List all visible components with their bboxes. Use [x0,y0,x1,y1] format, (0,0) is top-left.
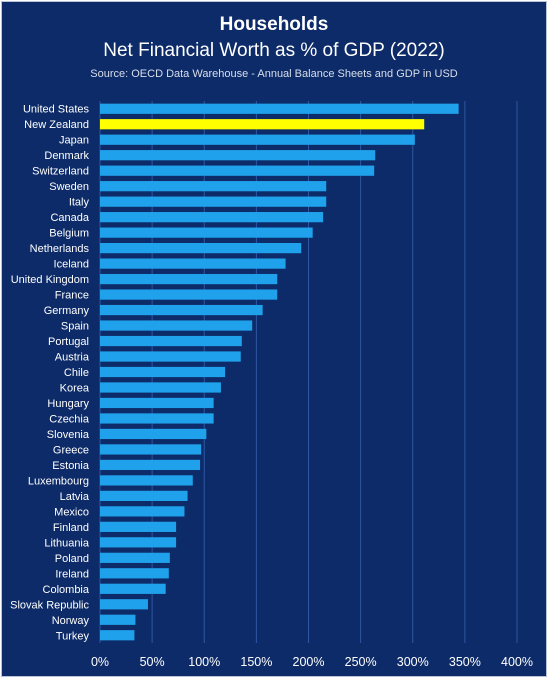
category-label: Iceland [54,259,89,271]
category-label: Portugal [48,336,89,348]
bar [100,521,177,532]
x-tick-label: 250% [345,655,377,669]
category-label: Poland [55,553,89,565]
bar [100,475,193,486]
bar [100,335,242,347]
chart-subtitle: Net Financial Worth as % of GDP (2022) [103,40,445,61]
category-label: Ireland [55,568,89,580]
bar [100,552,170,563]
category-label: Italy [69,197,90,209]
x-tick-label: 200% [293,655,325,669]
bar [100,351,241,362]
x-tick-label: 150% [240,655,272,669]
bar [100,382,221,393]
category-label: Switzerland [32,166,89,178]
category-label: Greece [53,444,89,456]
category-label: Czechia [49,413,90,425]
x-tick-label: 0% [91,655,109,669]
bar [100,583,166,594]
category-label: United Kingdom [11,274,89,286]
bar [100,490,188,501]
category-label: Denmark [44,150,89,162]
bar [100,366,226,378]
category-label: Hungary [47,398,89,410]
category-label: Latvia [60,491,90,503]
bar [100,428,207,440]
category-label: Chile [64,367,89,379]
bar [100,134,415,145]
bar [100,165,375,176]
bar [100,320,253,331]
category-label: Slovenia [47,429,90,441]
chart-source: Source: OECD Data Warehouse - Annual Bal… [90,68,458,80]
bar [100,444,202,455]
category-label: Canada [50,212,89,224]
category-label: Luxembourg [28,475,89,487]
category-label: Estonia [52,460,90,472]
bar [100,212,324,223]
category-label: France [55,290,89,302]
category-label: Slovak Republic [10,599,89,611]
bar [100,103,459,114]
bar [100,304,263,316]
category-label: Japan [59,135,89,147]
bar [100,397,214,409]
bar [100,413,214,424]
x-tick-label: 100% [188,655,220,669]
bar [100,196,327,207]
bar [100,289,278,300]
bar [100,227,313,238]
bar [100,181,327,192]
category-label: Finland [53,522,89,534]
category-label: Korea [60,382,90,394]
category-label: Lithuania [44,537,90,549]
category-label: Norway [52,615,90,627]
bar [100,273,278,285]
x-tick-label: 400% [501,655,533,669]
category-label: Netherlands [30,243,90,255]
category-label: New Zealand [24,119,89,131]
bar [100,599,148,610]
bar [100,537,177,548]
bar [100,258,286,269]
x-tick-label: 350% [449,655,481,669]
chart-title: Households [219,14,329,35]
bar [100,150,376,161]
category-label: United States [23,104,90,116]
category-label: Belgium [49,228,89,240]
category-label: Germany [44,305,90,317]
category-label: Sweden [49,181,89,193]
bar [100,119,425,130]
x-tick-label: 300% [397,655,429,669]
category-label: Colombia [43,584,90,596]
category-label: Mexico [54,506,89,518]
category-label: Austria [55,352,90,364]
bar [100,459,201,471]
bar [100,506,185,517]
bar [100,243,302,254]
bar [100,568,169,579]
category-label: Spain [61,321,89,333]
bar [100,630,135,641]
bar [100,614,136,625]
x-tick-label: 50% [140,655,165,669]
category-label: Turkey [56,630,90,642]
